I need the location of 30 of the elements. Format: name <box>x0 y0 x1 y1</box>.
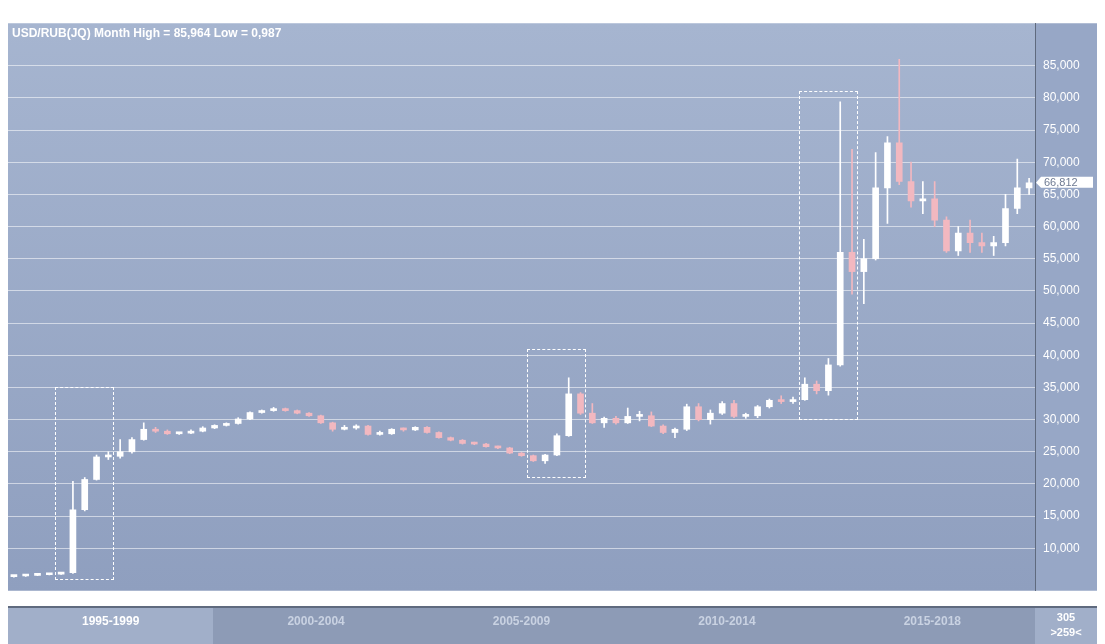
y-tick-label: 60,000 <box>1043 218 1081 233</box>
text: 2000-2004 <box>286 613 346 630</box>
y-tick-label: 80,000 <box>1043 90 1081 105</box>
y-tick-label: 65,000 <box>1043 186 1081 201</box>
y-tick-label: 40,000 <box>1043 347 1081 362</box>
y-tick-label: 55,000 <box>1043 251 1081 266</box>
y-tick-label: 25,000 <box>1043 444 1081 459</box>
text: >259< <box>1049 625 1083 640</box>
y-tick-label: 15,000 <box>1043 508 1081 523</box>
y-tick-label: 45,000 <box>1043 315 1081 330</box>
y-tick-label: 20,000 <box>1043 476 1081 491</box>
candlestick <box>978 232 986 253</box>
y-tick-label: 10,000 <box>1043 540 1081 555</box>
y-tick-label: 50,000 <box>1043 283 1081 298</box>
y-tick-label: 35,000 <box>1043 379 1081 394</box>
candlestick <box>860 239 868 305</box>
chart-title: USD/RUB(JQ) Month High = 85,964 Low = 0,987 <box>12 25 282 40</box>
text: 2010-2014 <box>697 613 757 630</box>
text: 2005-2009 <box>491 613 552 630</box>
y-tick-label: 85,000 <box>1043 57 1081 72</box>
y-tick-label: 75,000 <box>1043 122 1081 137</box>
y-tick-label: 70,000 <box>1043 154 1081 169</box>
text: 2015-2018 <box>902 613 962 630</box>
text: 305 <box>1055 610 1077 625</box>
y-tick-label: 30,000 <box>1043 411 1081 426</box>
text: 1995-1999 <box>8 608 214 644</box>
candlestick <box>848 149 856 295</box>
text: 66,812 <box>1044 175 1078 188</box>
candlestick <box>990 235 998 256</box>
candlestick <box>919 181 927 215</box>
